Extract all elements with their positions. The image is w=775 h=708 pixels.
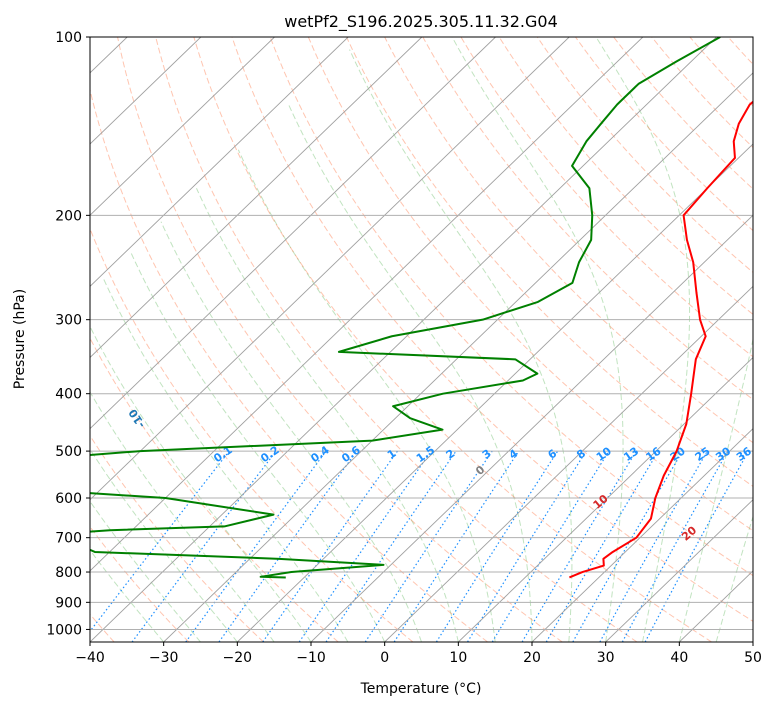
temperature-profile-line — [569, 100, 753, 579]
plot-area: -100-90-80-70-60-50-40-30-20-100.10.20.4… — [90, 37, 754, 642]
y-tick-label: 900 — [55, 595, 82, 611]
y-tick-label: 200 — [55, 208, 82, 224]
dewpoint-profile-line — [90, 37, 721, 579]
profile-series — [90, 37, 753, 579]
moist-adiabat-line — [288, 104, 533, 642]
y-axis-label: Pressure (hPa) — [12, 289, 28, 389]
dry-adiabat-line — [460, 37, 753, 358]
isotherm-line — [90, 37, 423, 359]
mixing-ratio-line — [621, 450, 729, 642]
moist-adiabat-line — [90, 500, 201, 642]
x-tick-label: 0 — [380, 650, 389, 666]
moist-adiabat-line — [196, 188, 459, 642]
x-axis: −40 −30 −20 −10 0 10 20 30 40 50 — [75, 642, 762, 666]
mixing-ratio-line — [466, 450, 587, 642]
moist-adiabat-line — [90, 325, 312, 642]
mixing-ratio-line — [218, 450, 358, 642]
x-tick-label: 10 — [449, 650, 467, 666]
dry-adiabat-line — [90, 337, 339, 642]
isotherm-line — [237, 143, 753, 642]
dry-adiabat-line — [90, 434, 264, 642]
isotherm-line — [458, 356, 753, 642]
x-tick-label: 50 — [744, 650, 762, 666]
dry-adiabat-line — [498, 37, 753, 316]
x-tick-label: 20 — [523, 650, 541, 666]
x-axis-label: Temperature (°C) — [360, 681, 482, 697]
dry-adiabat-line — [90, 87, 488, 642]
chart-title: wetPf2_S196.2025.305.11.32.G04 — [284, 12, 558, 32]
isotherm-line — [90, 37, 570, 501]
dry-adiabat-line — [90, 227, 414, 642]
dry-adiabat-line — [269, 37, 753, 577]
dry-adiabat-line — [384, 37, 753, 444]
moist-adiabat-line — [129, 251, 386, 642]
moist-adiabat-line — [349, 49, 573, 642]
x-tick-label: −30 — [149, 650, 179, 666]
y-tick-label: 500 — [55, 444, 82, 460]
y-tick-label: 100 — [55, 30, 82, 46]
dry-adiabat-line — [193, 37, 712, 642]
isotherm-line — [163, 72, 753, 642]
plot-frame — [89, 36, 754, 643]
mixing-ratio-line — [435, 450, 559, 642]
isotherm-line — [90, 37, 496, 430]
y-tick-label: 300 — [55, 313, 82, 329]
isobars — [90, 37, 753, 630]
moist-adiabat-line — [451, 37, 624, 642]
isotherm-line — [531, 427, 753, 642]
y-tick-label: 1000 — [46, 622, 82, 638]
isotherm-line — [605, 499, 753, 642]
y-axis: 100 200 300 400 500 600 700 800 900 1000 — [46, 30, 90, 638]
y-tick-label: 800 — [55, 565, 82, 581]
isotherm-line — [384, 285, 753, 642]
y-tick-label: 700 — [55, 531, 82, 547]
moist-adiabat-line — [595, 37, 691, 642]
mixing-ratio-line — [599, 450, 708, 642]
isotherm-line — [310, 214, 753, 642]
dry-adiabat-line — [345, 37, 753, 487]
isotherm-line — [90, 37, 275, 216]
x-tick-label: −20 — [223, 650, 253, 666]
moist-adiabat-line — [90, 549, 165, 642]
mixing-ratio-line — [393, 450, 520, 642]
dry-adiabat-line — [117, 37, 563, 642]
mixing-ratio-line — [185, 450, 327, 642]
x-tick-label: −40 — [75, 650, 105, 666]
moist-adiabat-line — [160, 221, 422, 642]
mixing-ratio-label: 36 — [734, 444, 754, 464]
isotherm-line — [90, 37, 202, 145]
moist-adiabat-line — [102, 277, 349, 642]
dry-adiabat-line — [307, 37, 753, 532]
x-tick-label: 30 — [597, 650, 615, 666]
x-tick-label: 40 — [670, 650, 688, 666]
dry-adiabat-line — [231, 37, 753, 622]
moist-adiabat-line — [90, 390, 275, 642]
mixing-ratio-line — [364, 450, 493, 642]
dry-adiabat-line — [155, 37, 638, 642]
y-tick-label: 600 — [55, 491, 82, 507]
y-tick-label: 400 — [55, 387, 82, 403]
mixing-ratio-line — [298, 450, 432, 642]
isotherm-line — [90, 37, 349, 287]
mixing-ratio-line — [325, 450, 457, 642]
dry-adiabats — [90, 37, 753, 642]
isotherm-line — [90, 37, 644, 572]
dry-adiabat-line — [90, 525, 190, 642]
mixing-ratio-line — [262, 450, 398, 642]
moist-adiabat-line — [90, 448, 238, 642]
mixing-ratio-line — [491, 450, 610, 642]
isotherm-line — [90, 37, 717, 642]
x-tick-label: −10 — [296, 650, 326, 666]
isotherms — [90, 37, 753, 642]
